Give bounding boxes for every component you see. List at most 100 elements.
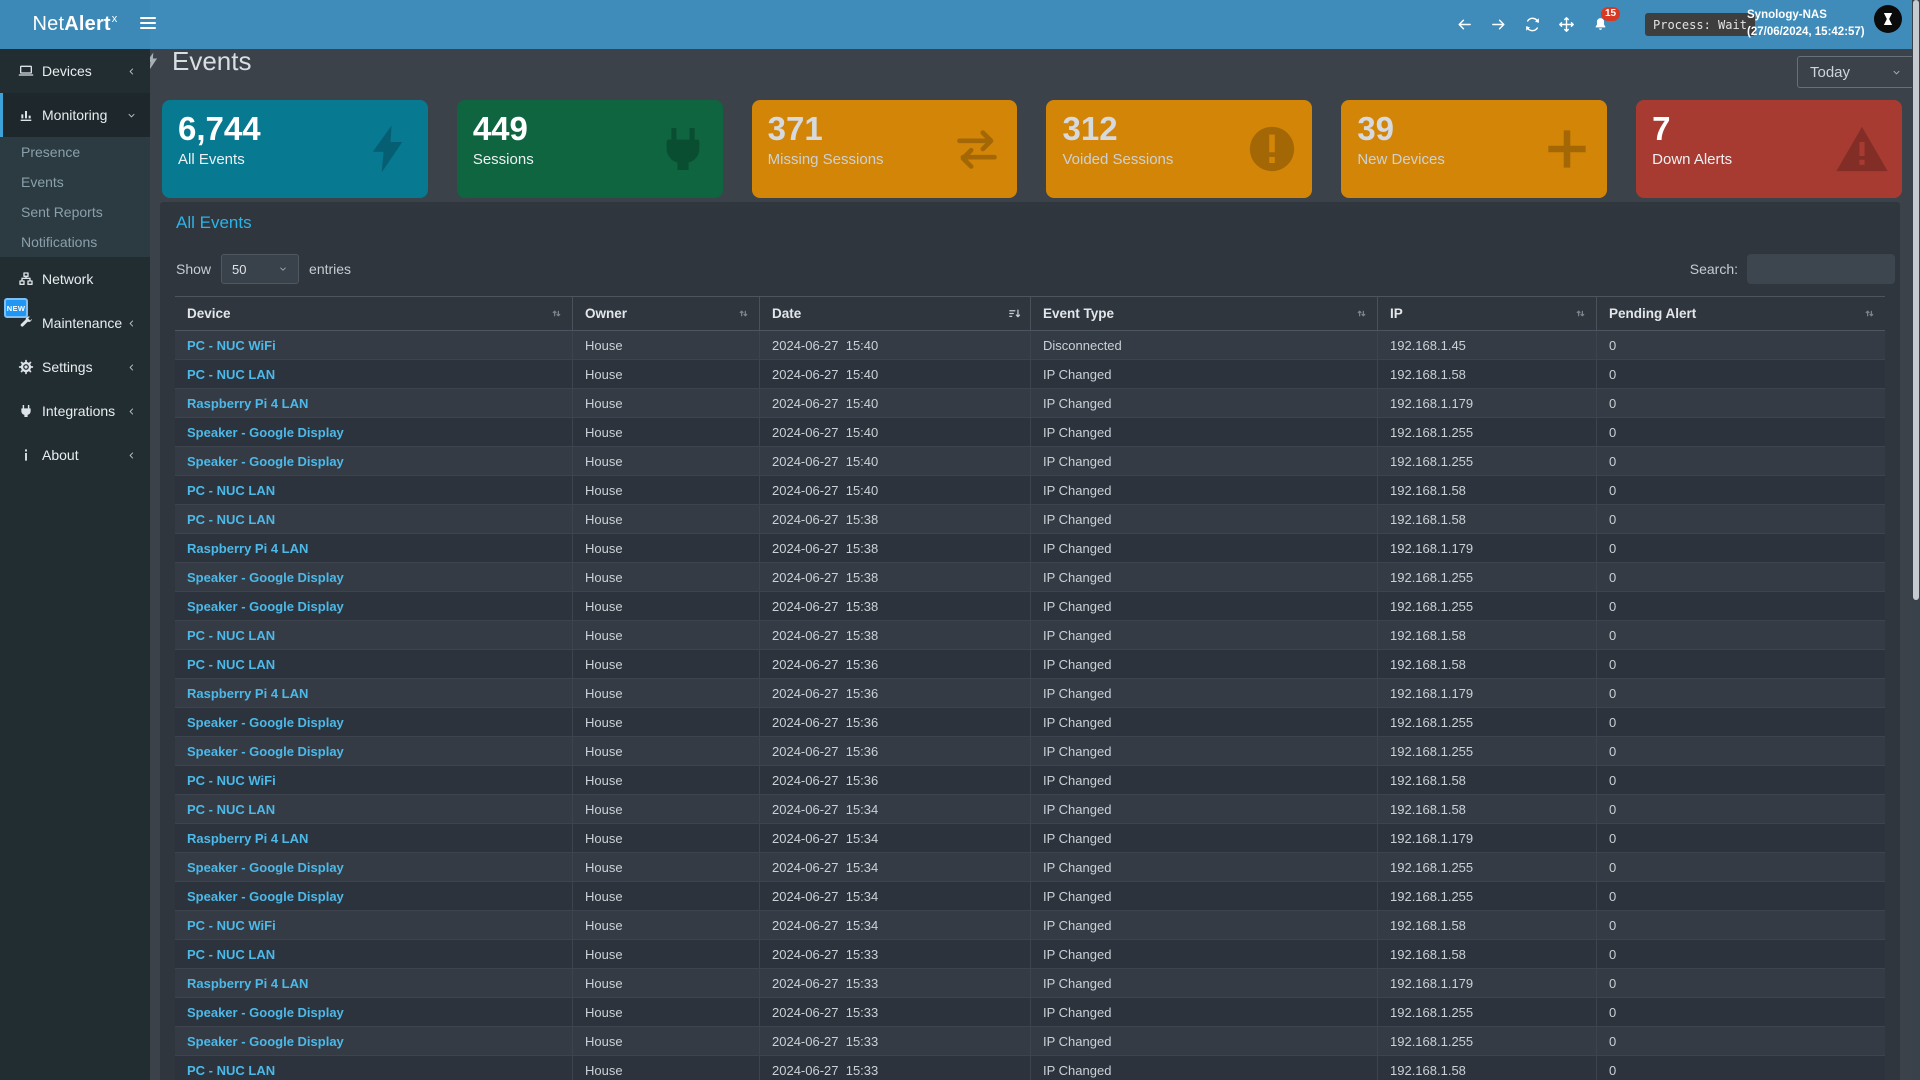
summary-card-missing-sessions[interactable]: 371 Missing Sessions	[751, 100, 1018, 198]
summary-card-new-devices[interactable]: 39 New Devices	[1341, 100, 1608, 198]
device-link[interactable]: Speaker - Google Display	[187, 1004, 344, 1020]
device-link[interactable]: Speaker - Google Display	[187, 1033, 344, 1049]
cell-ip: 192.168.1.58	[1377, 360, 1596, 388]
summary-card-voided-sessions[interactable]: 312 Voided Sessions	[1046, 100, 1313, 198]
panel-title: All Events	[176, 213, 252, 232]
exchange-icon	[949, 121, 1005, 177]
scrollbar-thumb[interactable]	[1913, 0, 1919, 600]
device-link[interactable]: PC - NUC LAN	[187, 482, 276, 498]
device-link[interactable]: Speaker - Google Display	[187, 888, 344, 904]
device-link[interactable]: Speaker - Google Display	[187, 424, 344, 440]
device-link[interactable]: Raspberry Pi 4 LAN	[187, 975, 309, 991]
device-link[interactable]: PC - NUC LAN	[187, 946, 276, 962]
cell-owner: House	[572, 679, 759, 707]
cell-date: 2024-06-27 15:38	[759, 621, 1030, 649]
cell-ip: 192.168.1.255	[1377, 447, 1596, 475]
device-link[interactable]: PC - NUC LAN	[187, 627, 276, 643]
cell-device: Raspberry Pi 4 LAN	[175, 389, 572, 417]
device-link[interactable]: PC - NUC LAN	[187, 366, 276, 382]
table-row: Speaker - Google Display House 2024-06-2…	[175, 1027, 1885, 1056]
notifications-button[interactable]: 15	[1592, 7, 1621, 33]
sidebar-subitem-presence[interactable]: Presence	[21, 144, 81, 160]
sidebar-toggle-button[interactable]	[140, 17, 156, 31]
device-link[interactable]: PC - NUC WiFi	[187, 917, 276, 933]
device-link[interactable]: Raspberry Pi 4 LAN	[187, 830, 309, 846]
cell-pending-alert: 0	[1596, 708, 1885, 736]
sidebar-item-network[interactable]: Network	[0, 257, 150, 301]
forward-button[interactable]	[1490, 16, 1507, 33]
card-label: All Events	[178, 150, 245, 168]
sidebar-subitem-sent-reports[interactable]: Sent Reports	[21, 204, 103, 220]
sidebar-item-maintenance[interactable]: Maintenance	[0, 301, 150, 345]
table-row: PC - NUC LAN House 2024-06-27 15:33 IP C…	[175, 940, 1885, 969]
cell-owner: House	[572, 476, 759, 504]
chevron-down-icon	[1891, 67, 1902, 78]
cell-date: 2024-06-27 15:36	[759, 650, 1030, 678]
column-header-owner[interactable]: Owner	[572, 297, 759, 330]
device-link[interactable]: Speaker - Google Display	[187, 598, 344, 614]
card-value: 449	[472, 110, 528, 147]
sidebar-item-label: Devices	[42, 63, 92, 79]
refresh-button[interactable]	[1524, 16, 1541, 33]
device-link[interactable]: Speaker - Google Display	[187, 453, 344, 469]
hourglass-icon	[1879, 10, 1897, 28]
device-link[interactable]: Speaker - Google Display	[187, 859, 344, 875]
cell-date: 2024-06-27 15:34	[759, 795, 1030, 823]
cell-owner: House	[572, 563, 759, 591]
sidebar-item-integrations[interactable]: Integrations	[0, 389, 150, 433]
cell-owner: House	[572, 824, 759, 852]
sidebar-subitem-notifications[interactable]: Notifications	[21, 234, 98, 250]
summary-card-all-events[interactable]: 6,744 All Events	[162, 100, 428, 198]
device-link[interactable]: Raspberry Pi 4 LAN	[187, 395, 309, 411]
device-link[interactable]: Raspberry Pi 4 LAN	[187, 685, 309, 701]
column-header-device[interactable]: Device	[175, 297, 572, 330]
device-link[interactable]: PC - NUC WiFi	[187, 772, 276, 788]
sidebar-item-settings[interactable]: Settings	[0, 345, 150, 389]
device-link[interactable]: PC - NUC LAN	[187, 801, 276, 817]
cell-device: PC - NUC WiFi	[175, 766, 572, 794]
gear-icon	[18, 359, 34, 375]
brand-sup: x	[111, 12, 118, 25]
device-link[interactable]: PC - NUC LAN	[187, 656, 276, 672]
sidebar-item-devices[interactable]: Devices	[0, 49, 150, 93]
cell-device: PC - NUC LAN	[175, 650, 572, 678]
device-link[interactable]: Speaker - Google Display	[187, 743, 344, 759]
device-link[interactable]: Speaker - Google Display	[187, 569, 344, 585]
monitoring-icon	[18, 107, 34, 123]
sidebar-item-monitoring[interactable]: Monitoring	[0, 93, 150, 137]
column-header-date[interactable]: Date	[759, 297, 1030, 330]
exclamation-circle-icon	[1244, 121, 1300, 177]
cell-owner: House	[572, 708, 759, 736]
table-row: PC - NUC WiFi House 2024-06-27 15:36 IP …	[175, 766, 1885, 795]
brand-logo[interactable]: Net Alert x	[0, 0, 150, 49]
period-selector[interactable]: Today	[1797, 56, 1915, 88]
summary-card-sessions[interactable]: 449 Sessions	[456, 100, 723, 198]
cell-pending-alert: 0	[1596, 679, 1885, 707]
cell-ip: 192.168.1.255	[1377, 853, 1596, 881]
page-length-select[interactable]: 50	[221, 254, 300, 284]
column-header-event-type[interactable]: Event Type	[1030, 297, 1377, 330]
device-link[interactable]: PC - NUC LAN	[187, 1062, 276, 1078]
card-label: Down Alerts	[1652, 150, 1733, 168]
sidebar-subitem-events[interactable]: Events	[21, 174, 64, 190]
device-link[interactable]: Raspberry Pi 4 LAN	[187, 540, 309, 556]
navbar-actions: 15	[1456, 0, 1621, 49]
device-link[interactable]: PC - NUC WiFi	[187, 337, 276, 353]
cell-pending-alert: 0	[1596, 737, 1885, 765]
cell-date: 2024-06-27 15:36	[759, 708, 1030, 736]
device-link[interactable]: Speaker - Google Display	[187, 714, 344, 730]
device-link[interactable]: PC - NUC LAN	[187, 511, 276, 527]
table-row: PC - NUC LAN House 2024-06-27 15:33 IP C…	[175, 1056, 1885, 1080]
pan-button[interactable]	[1558, 16, 1575, 33]
user-avatar[interactable]	[1874, 5, 1902, 33]
cell-pending-alert: 0	[1596, 882, 1885, 910]
back-button[interactable]	[1456, 16, 1473, 33]
cell-device: Speaker - Google Display	[175, 882, 572, 910]
column-header-pending-alert[interactable]: Pending Alert	[1596, 297, 1885, 330]
column-header-ip[interactable]: IP	[1377, 297, 1596, 330]
sidebar-item-about[interactable]: About	[0, 433, 150, 477]
search-input[interactable]	[1747, 254, 1895, 284]
summary-card-down-alerts[interactable]: 7 Down Alerts	[1636, 100, 1902, 198]
cell-device: Speaker - Google Display	[175, 737, 572, 765]
